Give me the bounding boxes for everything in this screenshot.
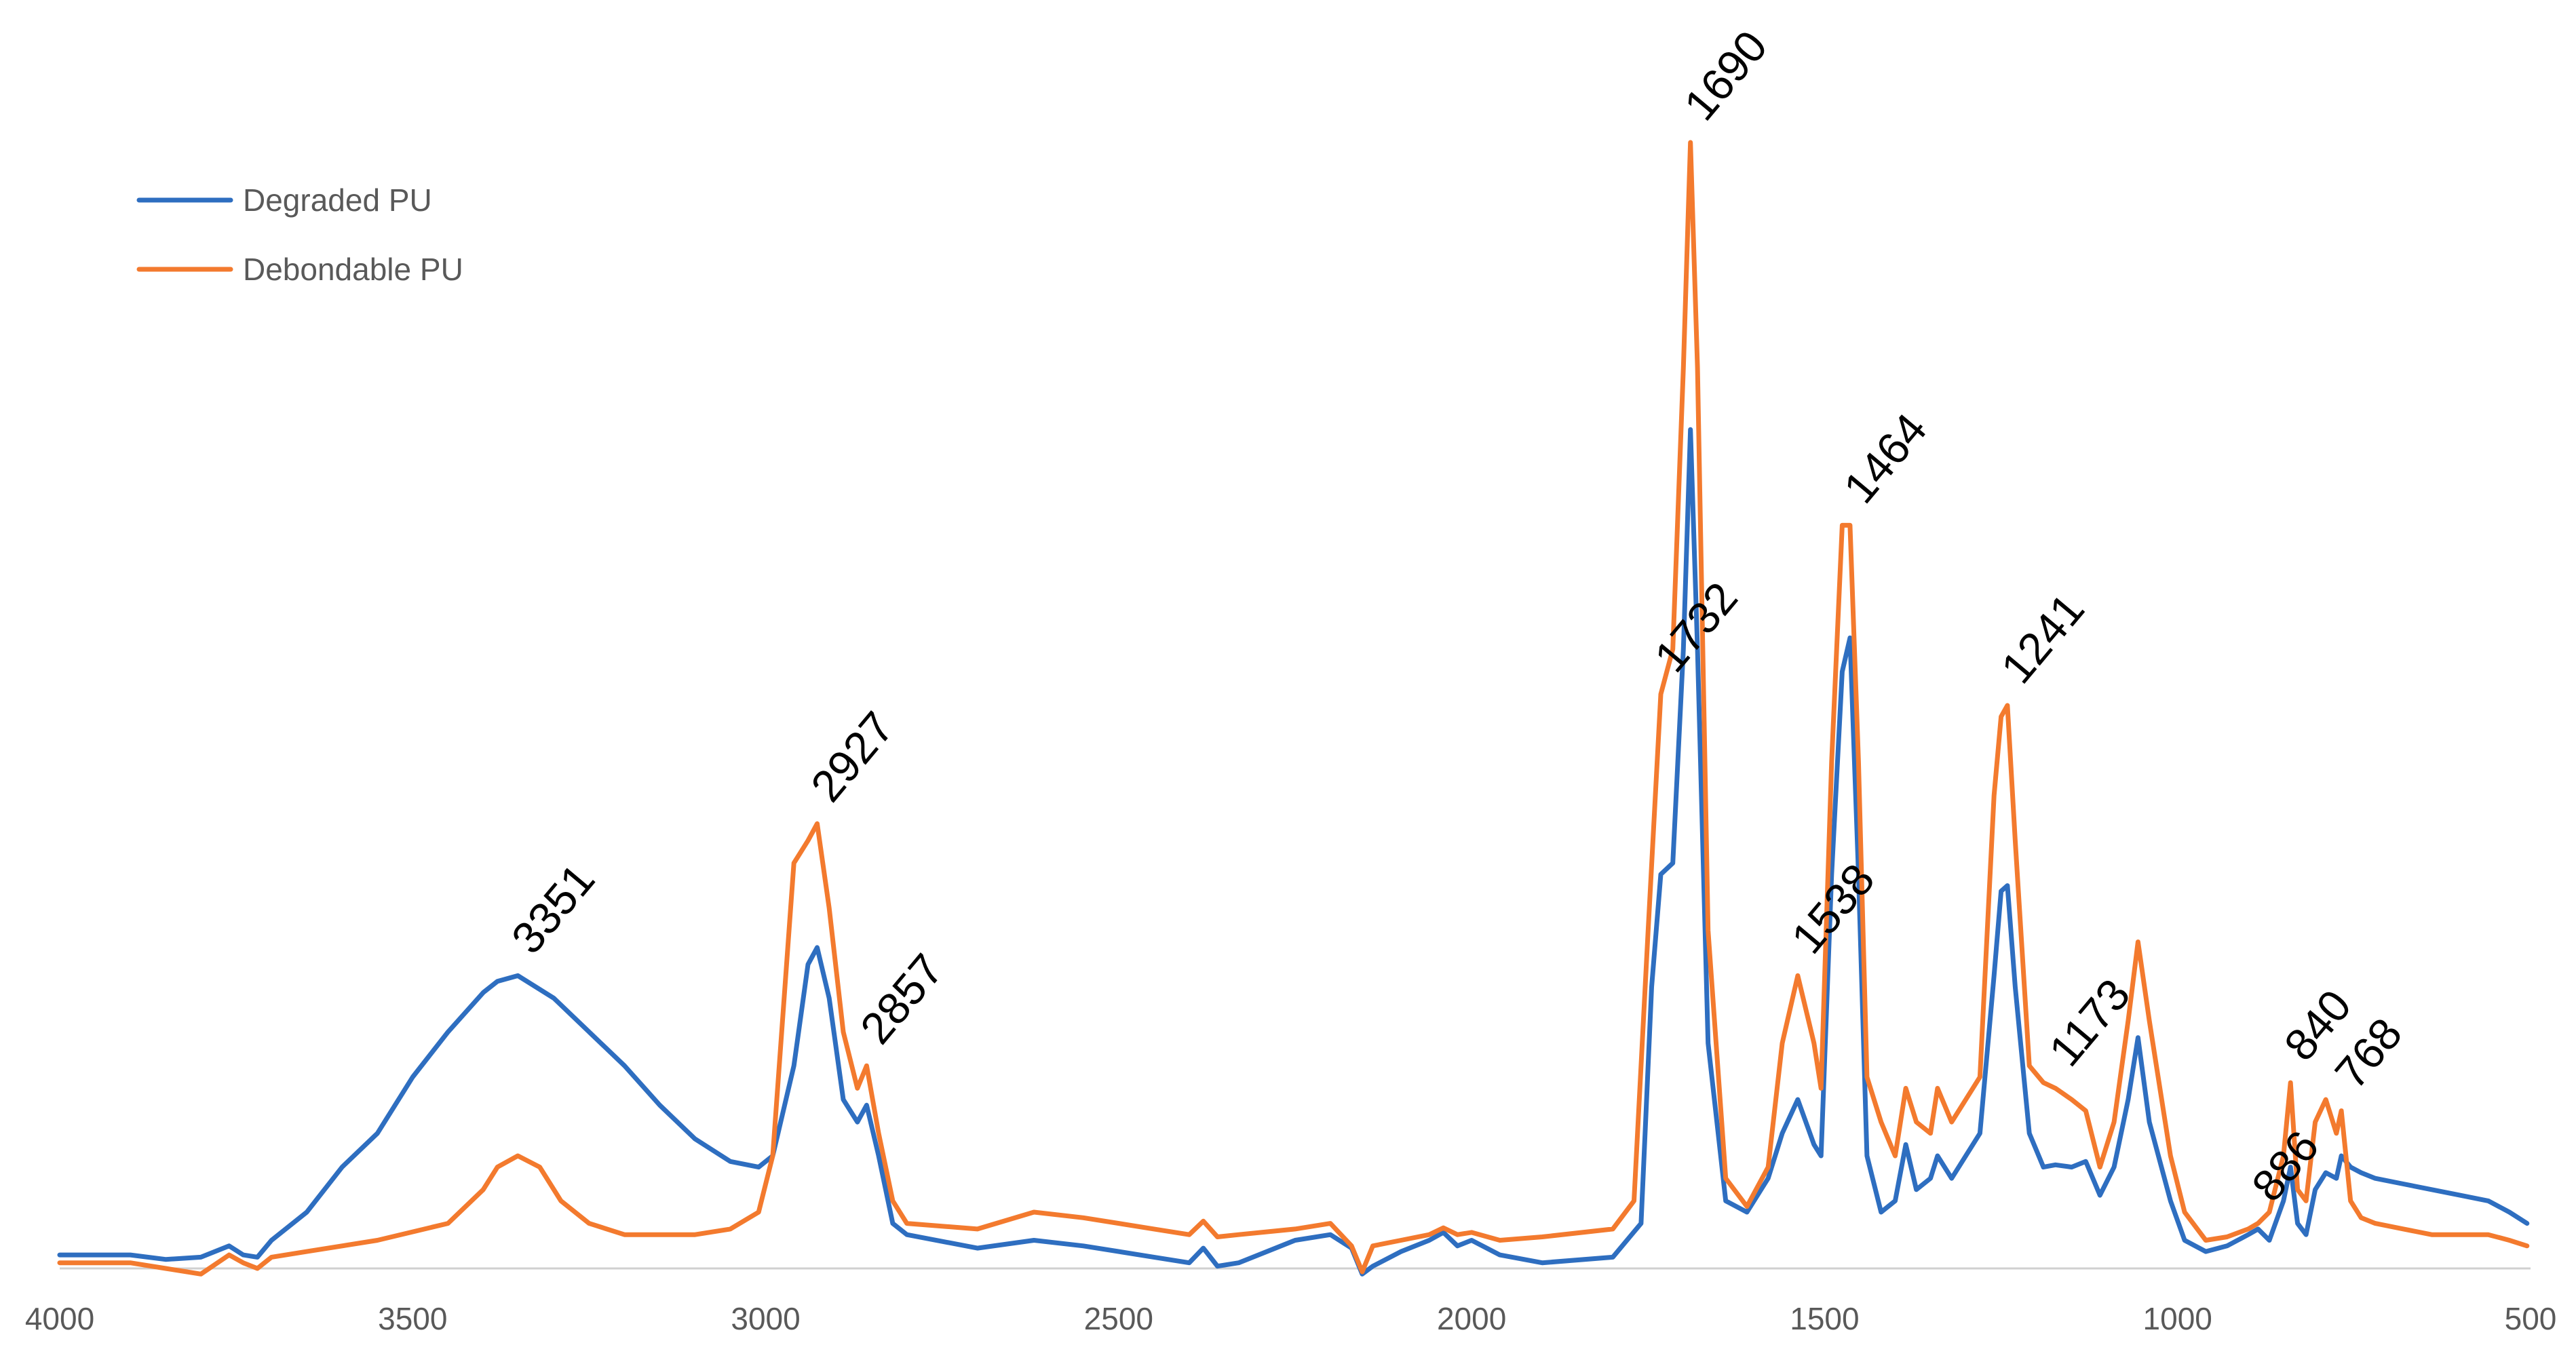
legend-label: Degraded PU <box>243 182 432 218</box>
x-tick-label: 2000 <box>1437 1301 1506 1336</box>
x-tick-label: 3500 <box>378 1301 447 1336</box>
peak-label: 2857 <box>850 944 953 1053</box>
peak-label: 1732 <box>1645 572 1747 681</box>
series-layer <box>57 140 2530 1277</box>
peak-label: 2927 <box>801 702 904 811</box>
legend-label: Debondable PU <box>243 252 463 287</box>
peak-label: 1690 <box>1674 21 1777 130</box>
x-tick-label: 4000 <box>25 1301 94 1336</box>
peak-label: 3351 <box>501 854 604 963</box>
x-tick-label: 1500 <box>1790 1301 1859 1336</box>
x-tick-label: 1000 <box>2143 1301 2212 1336</box>
x-tick-label: 3000 <box>731 1301 800 1336</box>
legend: Degraded PU Debondable PU <box>136 182 463 287</box>
peak-label: 1464 <box>1834 404 1936 512</box>
peak-label: 1538 <box>1782 854 1884 963</box>
x-axis-ticks: 4000 3500 3000 2500 2000 1500 1000 500 <box>25 1301 2557 1336</box>
series-line-2 <box>57 140 2530 1277</box>
peak-label: 1241 <box>1991 584 2094 693</box>
x-tick-label: 2500 <box>1084 1301 1153 1336</box>
series-line-1 <box>57 427 2530 1277</box>
x-tick-label: 500 <box>2505 1301 2557 1336</box>
